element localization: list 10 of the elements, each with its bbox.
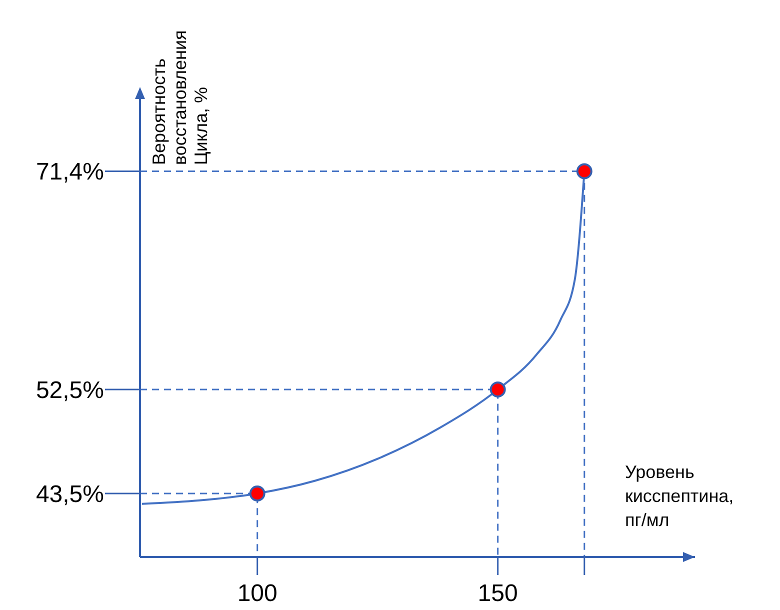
point xyxy=(576,163,592,180)
x-tick-label: 150 xyxy=(478,580,518,607)
x-tick-label: 100 xyxy=(237,580,278,607)
y-axis-title: Вероятность восстановления Цикла, % xyxy=(149,30,211,165)
point xyxy=(249,485,266,502)
point xyxy=(490,382,506,398)
y-tick-label: 71,4% xyxy=(36,158,104,186)
y-tick-label: 43,5% xyxy=(36,480,104,508)
y-tick-label: 52,5% xyxy=(36,376,104,404)
x-axis-title: Уровень кисспептина, пг/мл xyxy=(625,462,734,530)
